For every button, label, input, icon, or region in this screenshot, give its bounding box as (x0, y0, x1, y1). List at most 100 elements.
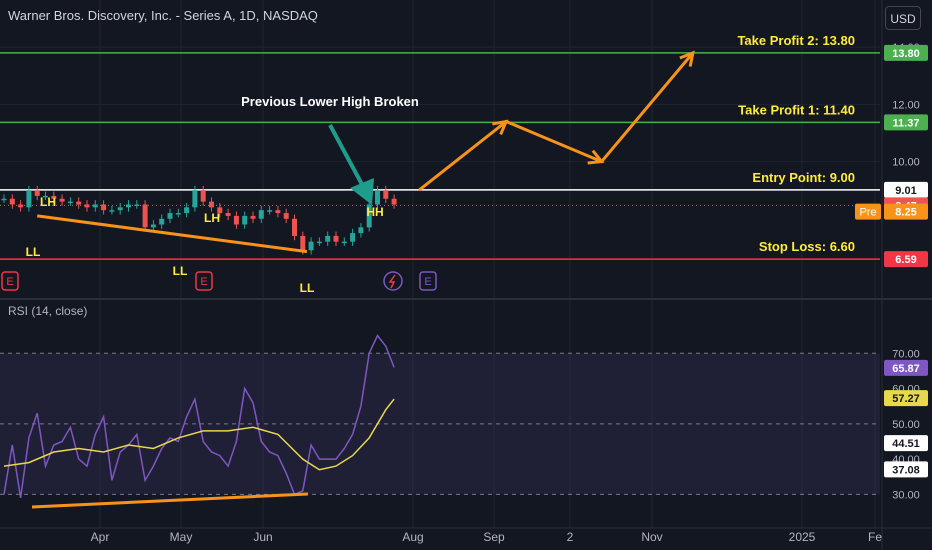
symbol-title: Warner Bros. Discovery, Inc. - Series A,… (8, 8, 318, 23)
event-marker-box[interactable] (419, 271, 437, 291)
candle-body (300, 235, 306, 251)
candle-body (34, 190, 40, 196)
candle-body (43, 195, 48, 198)
take-profit-2-label: Take Profit 2: 13.80 (737, 33, 855, 48)
premarket-badge-bg (884, 203, 928, 220)
candle-body (233, 215, 239, 225)
candle-body (366, 204, 372, 228)
candle-body (150, 224, 156, 228)
earnings-event-marker: E (1, 271, 19, 291)
structure-label: HH (366, 205, 383, 219)
candle-body (192, 190, 198, 208)
stop-loss-badge-bg (884, 251, 928, 268)
time-tick-label: May (170, 530, 193, 544)
candle-body (109, 210, 115, 212)
candle-body (167, 213, 173, 219)
stop-loss-badge: 6.59 (895, 254, 916, 266)
event-marker-box[interactable] (1, 271, 19, 291)
time-tick-label: Aug (402, 530, 423, 544)
rsi-badge: 37.08 (892, 464, 920, 476)
rsi-line (3, 334, 395, 499)
event-marker-letter[interactable]: E (424, 276, 431, 288)
candle-body (18, 204, 24, 208)
candle-body (9, 198, 15, 205)
candle-body (325, 235, 331, 242)
candle-body (283, 213, 289, 219)
rsi-tick-label: 50.00 (892, 419, 920, 431)
candle-body (126, 204, 131, 208)
candle-body (200, 190, 206, 202)
earnings-event-marker: E (419, 271, 437, 291)
candle-body (209, 201, 214, 208)
dividend-event-icon (383, 271, 403, 291)
annotation-text: Previous Lower High Broken (241, 94, 419, 109)
candle-body (26, 190, 32, 208)
candle-body (242, 215, 248, 225)
candle-body (275, 210, 281, 214)
candle-body (333, 235, 339, 242)
time-tick-label: Jun (253, 530, 272, 544)
lightning-icon (388, 274, 396, 289)
rsi-badge: 57.27 (892, 393, 920, 405)
falling-support-trendline (37, 214, 308, 254)
candle-body (92, 204, 98, 208)
rsi-indicator-label[interactable]: RSI (14, close) (8, 304, 88, 318)
currency-button[interactable]: USD (885, 6, 921, 30)
premarket-tag: Pre (859, 207, 876, 219)
entry-point-label: Entry Point: 9.00 (752, 170, 855, 185)
event-marker-letter[interactable]: E (200, 276, 207, 288)
candle-body (59, 198, 65, 202)
take-profit-2-badge-bg (884, 44, 928, 61)
candle-body (316, 241, 322, 244)
event-marker-letter[interactable]: E (6, 276, 13, 288)
rsi-divergence-trendline (31, 492, 309, 509)
candle-body (258, 210, 264, 219)
stop-loss-label: Stop Loss: 6.60 (759, 239, 855, 254)
premarket-badge: 8.25 (895, 207, 916, 219)
time-tick-label: 2 (567, 530, 574, 544)
candle-body (142, 204, 148, 228)
structure-label: LH (204, 211, 220, 225)
candle-body (375, 190, 380, 205)
candle-body (358, 227, 364, 234)
candle-body (350, 233, 356, 242)
time-tick-label: Apr (91, 530, 110, 544)
candle-body (383, 190, 389, 199)
candle-body (250, 215, 256, 219)
structure-label: LL (26, 245, 41, 259)
take-profit-1-badge-bg (884, 114, 928, 131)
rsi-badge: 65.87 (892, 363, 920, 375)
rsi-badge-bg (884, 461, 928, 478)
time-tick-label: 2025 (789, 530, 816, 544)
projection-arrowhead (587, 149, 605, 165)
structure-label: LL (300, 281, 315, 295)
candle-body (101, 204, 107, 211)
time-tick-label: Fe (868, 530, 882, 544)
take-profit-1-badge: 11.37 (893, 117, 920, 129)
candle-body (76, 201, 82, 205)
annotation-arrow-shaft (328, 124, 367, 191)
time-tick-label: Sep (483, 530, 505, 544)
candle-body (391, 198, 397, 205)
candle-body (292, 218, 297, 236)
take-profit-2-badge: 13.80 (892, 48, 920, 60)
premarket-tag-bg (855, 203, 881, 220)
candle-body (134, 204, 140, 206)
structure-label: LL (173, 264, 188, 278)
candle-body (308, 241, 314, 251)
rsi-ma-line (3, 398, 395, 471)
take-profit-1-label: Take Profit 1: 11.40 (738, 102, 855, 117)
time-tick-label: Nov (641, 530, 662, 544)
rsi-badge-bg (884, 435, 928, 452)
projection-path (418, 51, 695, 192)
candle-body (1, 198, 7, 201)
candle-body (84, 204, 90, 208)
annotation-arrow-head (350, 178, 374, 205)
candle-body (341, 241, 347, 244)
candle-body (225, 213, 231, 216)
rsi-badge-bg (884, 359, 928, 376)
candle-body (51, 195, 57, 199)
earnings-event-marker: E (195, 271, 213, 291)
event-marker-box[interactable] (195, 271, 213, 291)
